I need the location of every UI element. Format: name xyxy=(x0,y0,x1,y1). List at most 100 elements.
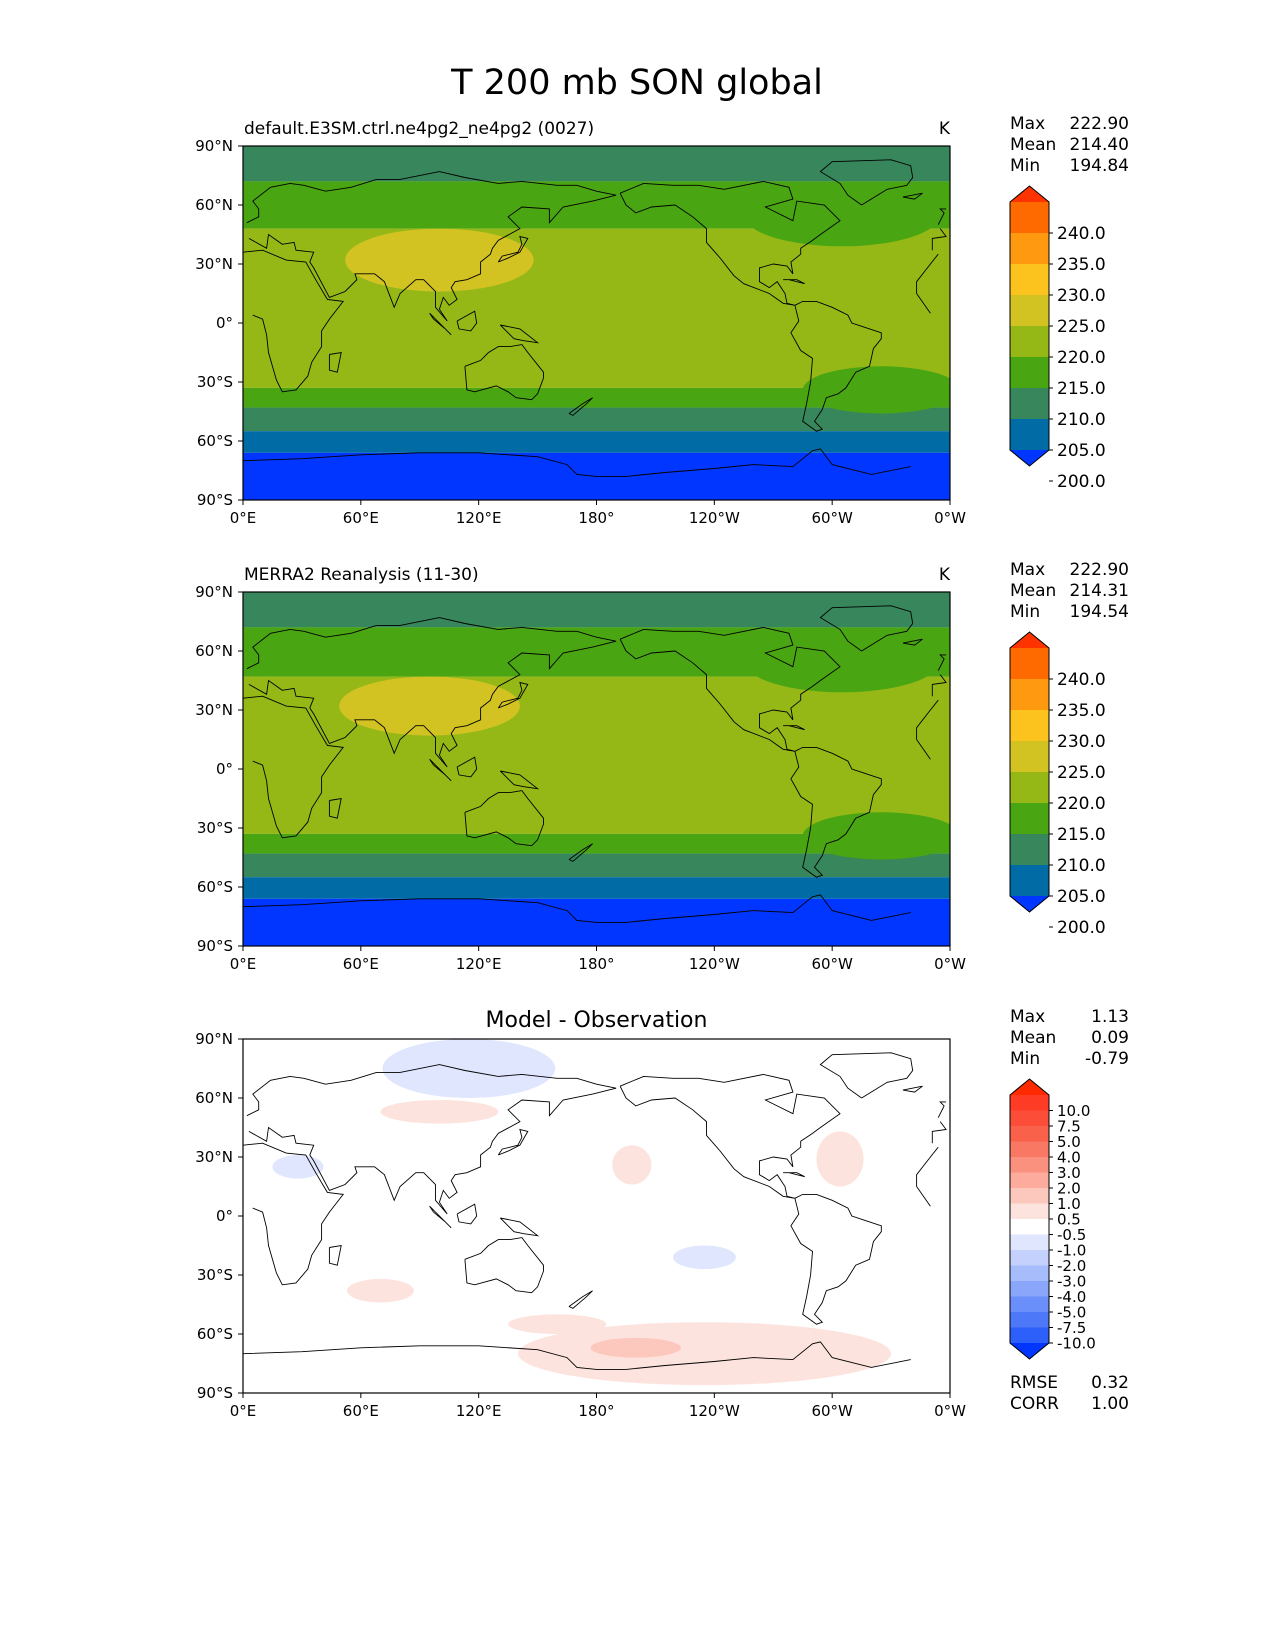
stat-value-mean: 214.31 xyxy=(1070,581,1129,601)
colorbar-swatch xyxy=(1010,772,1049,804)
coastline xyxy=(819,605,914,652)
stat-label-min: Min xyxy=(1010,1049,1040,1069)
panel-title: MERRA2 Reanalysis (11-30) xyxy=(244,565,479,585)
coastline xyxy=(937,1101,947,1118)
coastline xyxy=(328,797,342,819)
colorbar-label: 210.0 xyxy=(1057,410,1106,430)
lon-tick-label: 60°E xyxy=(343,1402,379,1420)
lat-tick-label: 90°S xyxy=(197,491,233,509)
colorbar-label: 240.0 xyxy=(1057,224,1106,244)
coastline xyxy=(243,1341,911,1370)
colorbar-swatch xyxy=(1010,865,1049,897)
coastline xyxy=(568,843,593,862)
lat-tick-label: 60°N xyxy=(195,196,233,214)
colorbar-swatch xyxy=(1010,834,1049,866)
stat-value-corr: 1.00 xyxy=(1091,1394,1129,1414)
coastline xyxy=(456,756,478,778)
colorbar-swatch xyxy=(1010,1281,1049,1297)
colorbar-label: 225.0 xyxy=(1057,763,1106,783)
colorbar-swatch xyxy=(1010,1219,1049,1235)
colorbar-label: -2.0 xyxy=(1057,1257,1086,1275)
lat-tick-label: 30°N xyxy=(195,701,233,719)
colorbar-label: 220.0 xyxy=(1057,348,1106,368)
coastlines xyxy=(243,1052,947,1370)
coastline xyxy=(568,1290,593,1309)
lat-tick-label: 30°N xyxy=(195,255,233,273)
lat-tick-label: 90°S xyxy=(197,1384,233,1402)
contour-region xyxy=(802,366,950,414)
coastline xyxy=(619,1073,841,1199)
lon-tick-label: 120°W xyxy=(689,509,740,527)
lat-tick-label: 90°S xyxy=(197,937,233,955)
coastline xyxy=(328,351,342,373)
colorbar-swatch xyxy=(1010,419,1049,451)
colorbar-swatch xyxy=(1010,233,1049,265)
colorbar-label: 215.0 xyxy=(1057,379,1106,399)
coastline xyxy=(499,324,540,344)
lat-tick-label: 60°S xyxy=(197,878,233,896)
colorbar-swatch xyxy=(1010,1188,1049,1204)
contour-region xyxy=(517,1322,892,1386)
stat-label-mean: Mean xyxy=(1010,581,1056,601)
stat-value-mean: 0.09 xyxy=(1091,1028,1129,1048)
lat-tick-label: 30°S xyxy=(197,819,233,837)
coastline xyxy=(790,300,882,432)
colorbar-swatch xyxy=(1010,388,1049,420)
colorbar-swatch xyxy=(1010,1172,1049,1189)
coastline xyxy=(497,1128,529,1156)
coastline xyxy=(429,312,452,336)
coastline xyxy=(429,1205,452,1229)
contour-region xyxy=(673,1245,736,1270)
stat-label-max: Max xyxy=(1010,114,1045,134)
coastline xyxy=(464,344,544,401)
lat-tick-label: 60°N xyxy=(195,642,233,660)
colorbar-swatch xyxy=(1010,357,1049,389)
coastline xyxy=(902,638,923,646)
contour-region xyxy=(612,1145,652,1185)
stat-value-min: -0.79 xyxy=(1085,1049,1129,1069)
stat-label-corr: CORR xyxy=(1010,1394,1059,1414)
coastline xyxy=(243,1142,939,1286)
colorbar-extend-min xyxy=(1010,450,1049,466)
colorbar-swatch xyxy=(1010,295,1049,327)
colorbar-label: 1.0 xyxy=(1057,1195,1081,1213)
colorbar-swatch xyxy=(1010,1234,1049,1251)
lon-tick-label: 0°E xyxy=(230,509,257,527)
colorbar-label: -7.5 xyxy=(1057,1319,1086,1337)
contour-region xyxy=(816,1131,864,1187)
coastline xyxy=(429,758,452,782)
lon-tick-label: 120°W xyxy=(689,1402,740,1420)
lon-tick-label: 0°E xyxy=(230,1402,257,1420)
lon-tick-label: 0°W xyxy=(934,955,966,973)
panel-title: Model - Observation xyxy=(486,1008,708,1033)
units-label: K xyxy=(939,565,951,585)
stat-label-mean: Mean xyxy=(1010,1028,1056,1048)
colorbar-label: 2.0 xyxy=(1057,1179,1081,1197)
coastline xyxy=(243,249,939,393)
coastline xyxy=(456,1203,478,1225)
lon-tick-label: 0°W xyxy=(934,1402,966,1420)
colorbar-swatch xyxy=(1010,1203,1049,1220)
colorbar-swatch xyxy=(1010,1327,1049,1344)
colorbar-label: -4.0 xyxy=(1057,1288,1086,1306)
coastline xyxy=(937,654,947,671)
coastline xyxy=(456,310,478,332)
contour-region xyxy=(380,1099,499,1124)
contour-region xyxy=(743,183,941,247)
colorbar-label: -0.5 xyxy=(1057,1226,1086,1244)
field-layer xyxy=(243,592,950,946)
coastline xyxy=(246,617,947,768)
coastline xyxy=(619,180,841,306)
colorbar-extend-max xyxy=(1010,1079,1049,1095)
coastline xyxy=(499,1217,540,1237)
colorbar-swatch xyxy=(1010,1312,1049,1328)
stat-label-min: Min xyxy=(1010,602,1040,622)
colorbar-swatch xyxy=(1010,264,1049,296)
colorbar-swatch xyxy=(1010,1095,1049,1111)
colorbar-label: -10.0 xyxy=(1057,1334,1096,1352)
field-layer xyxy=(243,1039,950,1393)
contour-region xyxy=(802,812,950,860)
colorbar-swatch xyxy=(1010,1141,1049,1158)
coastline xyxy=(937,208,947,225)
colorbar-swatch xyxy=(1010,710,1049,742)
